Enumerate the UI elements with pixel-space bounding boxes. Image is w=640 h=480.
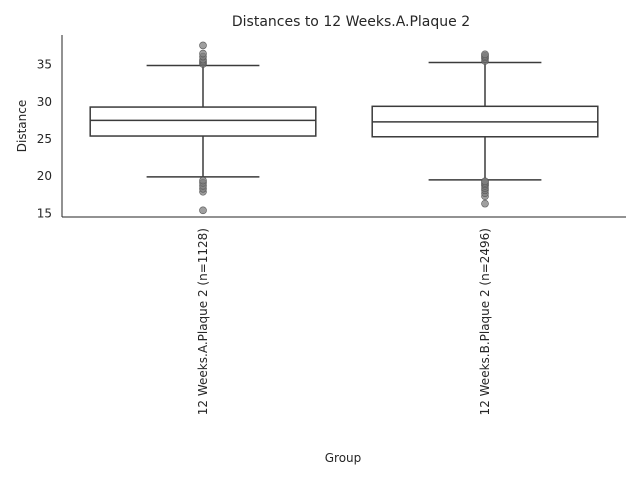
y-ticks: 15 20 25 30 35 [37, 58, 52, 221]
x-tick-label: 12 Weeks.B.Plaque 2 (n=2496) [478, 228, 492, 415]
outlier-point [199, 206, 207, 215]
y-tick-label: 35 [37, 58, 52, 72]
y-tick-label: 30 [37, 95, 52, 109]
outlier-point [199, 176, 207, 185]
outlier-point [199, 49, 207, 58]
y-tick-label: 25 [37, 132, 52, 146]
outlier-point [481, 199, 489, 208]
chart-title: Distances to 12 Weeks.A.Plaque 2 [232, 14, 470, 30]
x-axis-label: Group [325, 451, 362, 465]
boxes [89, 41, 599, 215]
y-tick-label: 15 [37, 206, 52, 220]
y-tick-label: 20 [37, 169, 52, 183]
iqr-box [89, 106, 317, 137]
outlier-point [199, 41, 207, 50]
outlier-point [481, 50, 489, 59]
outlier-point [481, 177, 489, 186]
box-group [371, 50, 599, 208]
y-axis-label: Distance [15, 100, 29, 152]
x-tick-label: 12 Weeks.A.Plaque 2 (n=1128) [196, 228, 210, 415]
x-tick-labels: 12 Weeks.A.Plaque 2 (n=1128) 12 Weeks.B.P… [196, 228, 492, 415]
box-group [89, 41, 317, 215]
